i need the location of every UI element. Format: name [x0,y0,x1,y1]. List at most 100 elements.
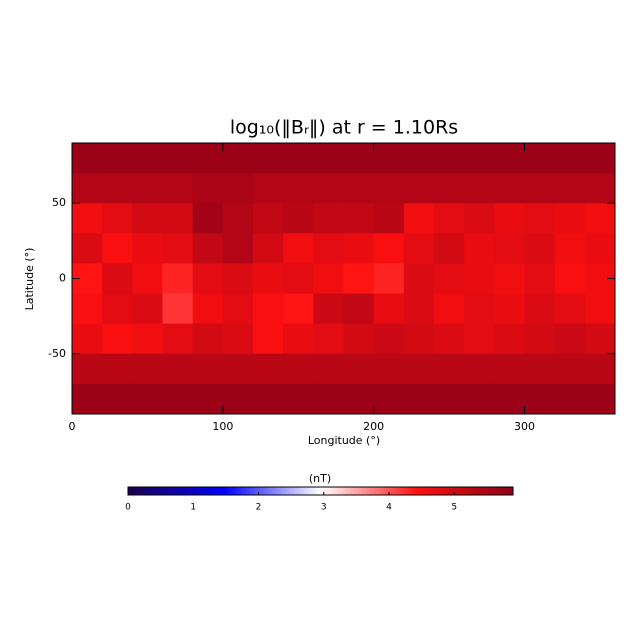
heatmap-cell [102,293,133,325]
heatmap-cell [132,383,163,415]
heatmap-cell [403,233,435,264]
heatmap-cell [373,293,405,325]
colorbar [127,486,514,496]
heatmap-cell [162,383,194,415]
heatmap-cell [253,173,284,204]
heatmap-cell [584,353,616,385]
x-tick-label: 100 [212,420,233,433]
heatmap-cell [554,143,586,174]
heatmap-cell [192,203,224,234]
heatmap-cell [343,353,375,385]
heatmap-cell [343,383,375,415]
heatmap-cell [313,383,344,415]
colorbar-tick-label: 3 [321,503,327,513]
heatmap-cell [554,323,586,355]
heatmap-cell [283,293,314,325]
heatmap-cell [524,383,556,415]
heatmap-cell [494,173,525,204]
heatmap-cell [434,233,465,264]
heatmap-cell [313,353,344,385]
heatmap-cell [343,293,375,325]
heatmap-cell [584,203,616,234]
heatmap-cell [313,143,344,174]
heatmap-cell [464,383,495,415]
heatmap-cell [373,323,405,355]
heatmap-cell [72,293,103,325]
heatmap-cell [222,323,254,355]
heatmap-cell [313,203,344,234]
heatmap-cell [434,383,465,415]
heatmap-cell [464,263,495,295]
heatmap-cell [403,263,435,295]
heatmap-cell [192,353,224,385]
heatmap-cell [253,353,284,385]
heatmap-cell [494,233,525,264]
heatmap-cell [313,263,344,295]
heatmap-cell [584,383,616,415]
heatmap-cell [72,143,103,174]
x-tick-label: 300 [514,420,535,433]
heatmap-cell [464,233,495,264]
heatmap-cell [253,263,284,295]
heatmap-cell [524,353,556,385]
y-tick-label: 0 [59,272,66,285]
heatmap-cell [72,323,103,355]
heatmap-cell [283,323,314,355]
heatmap-cell [72,353,103,385]
heatmap-cell [132,353,163,385]
heatmap-cell [403,293,435,325]
heatmap-cell [434,143,465,174]
heatmap-cell [403,143,435,174]
heatmap-cell [434,323,465,355]
heatmap-cell [554,173,586,204]
colorbar-tick-label: 1 [190,503,196,513]
heatmap-cell [373,233,405,264]
heatmap-cell [524,203,556,234]
heatmap-cell [313,293,344,325]
heatmap-cell [554,383,586,415]
heatmap-cell [132,293,163,325]
heatmap-cell [283,143,314,174]
heatmap-cell [283,263,314,295]
colorbar-tick-label: 0 [125,503,131,513]
heatmap-cell [192,263,224,295]
heatmap-cell [253,203,284,234]
heatmap-cell [494,263,525,295]
heatmap-cell [343,233,375,264]
heatmap-cell [403,323,435,355]
heatmap-cell [373,353,405,385]
heatmap-cell [464,323,495,355]
heatmap-cell [584,173,616,204]
heatmap-cell [222,263,254,295]
heatmap-cell [524,263,556,295]
heatmap-cell [343,323,375,355]
heatmap-cell [162,293,194,325]
heatmap-cell [222,203,254,234]
y-tick-label: -50 [48,347,66,360]
heatmap-cell [222,143,254,174]
heatmap-cell [313,233,344,264]
heatmap-cell [403,203,435,234]
heatmap-cell [72,173,103,204]
heatmap-cell [464,143,495,174]
heatmap-cell [434,293,465,325]
heatmap-cell [313,323,344,355]
heatmap-cell [464,173,495,204]
heatmap [72,143,616,415]
heatmap-cell [132,203,163,234]
heatmap-cell [102,323,133,355]
heatmap-cell [554,293,586,325]
heatmap-cell [222,173,254,204]
heatmap-cell [132,233,163,264]
heatmap-cell [494,383,525,415]
heatmap-cell [434,263,465,295]
heatmap-cell [72,383,103,415]
heatmap-cell [343,173,375,204]
heatmap-cell [494,293,525,325]
heatmap-cell [253,143,284,174]
x-axis-label: Longitude (°) [308,434,380,447]
heatmap-cell [554,263,586,295]
heatmap-cell [584,233,616,264]
colorbar-tick-label: 5 [451,503,457,513]
colorbar-tick-label: 2 [256,503,262,513]
